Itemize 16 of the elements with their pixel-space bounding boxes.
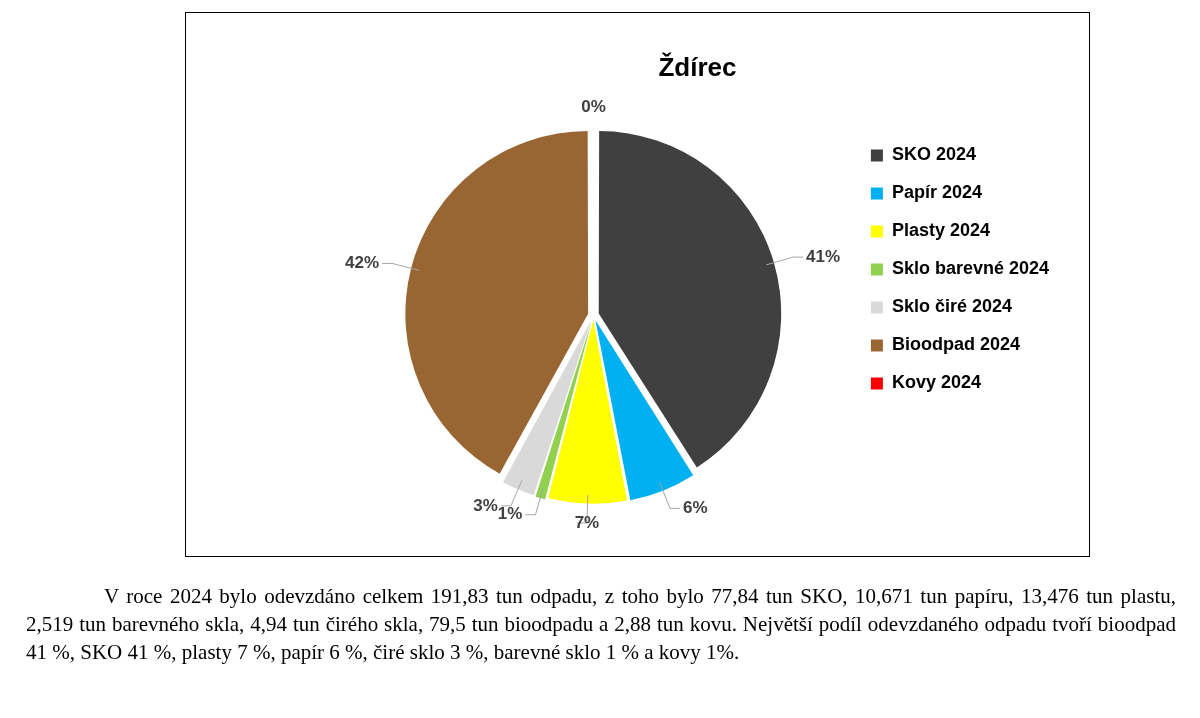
legend-label: Papír 2024 — [891, 182, 982, 203]
text: V roce 2024 bylo odevzdáno celkem 191,83 tun odpadu, z toho bylo 77,84 tun SKO, 10,671 tun papíru, 13,476 tun plastu, 2,519 tun barevného skla, 4,94 tun čirého skla, 79,5 tun bioodpadu a 2,88 tun kovu. Největší podíl odevzdaného odpadu tvoří bioodpad 41 %, SKO 41 %, plasty 7 %, papír 6 %, čiré sklo 3 %, barevné sklo 1 % a kovy 1%. — [26, 583, 1176, 666]
data-label: 1% — [497, 504, 523, 524]
data-label: 42% — [345, 253, 380, 273]
text: 0% — [581, 96, 606, 116]
legend-label: Sklo čiré 2024 — [891, 296, 1012, 317]
legend-label: Bioodpad 2024 — [891, 334, 1020, 355]
chart-title: Ždírec — [658, 51, 737, 82]
data-label: 3% — [473, 495, 498, 515]
legend-label: Sklo barevné 2024 — [891, 258, 1050, 279]
data-label: 6% — [682, 498, 708, 518]
data-label: 7% — [574, 512, 600, 532]
legend-label: SKO 2024 — [891, 144, 976, 165]
legend-label: Plasty 2024 — [891, 220, 990, 241]
legend-label: Kovy 2024 — [891, 372, 981, 393]
data-label: 41% — [806, 246, 841, 266]
